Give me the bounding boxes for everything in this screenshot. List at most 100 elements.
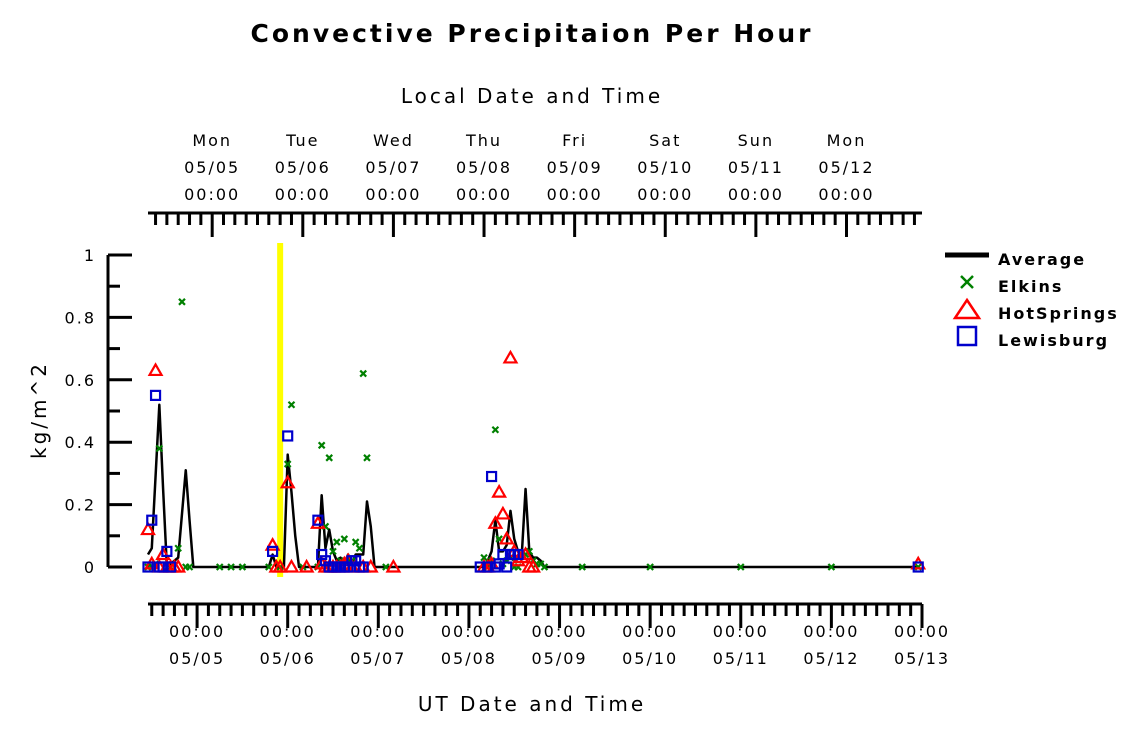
top-tick-date: 05/06 — [275, 158, 331, 177]
data-point-hotsprings — [264, 536, 281, 551]
data-point-elkins — [155, 444, 164, 453]
y-tick-label: 0.8 — [65, 308, 96, 327]
data-point-hotsprings — [498, 530, 515, 545]
data-point-elkins — [491, 425, 500, 434]
data-point-elkins — [227, 563, 235, 571]
data-point-elkins — [185, 563, 194, 571]
data-point-hotsprings — [298, 558, 315, 573]
data-point-lewisburg — [312, 514, 324, 526]
marker-stroke — [540, 563, 549, 571]
data-point-elkins — [333, 538, 341, 546]
data-point-hotsprings — [502, 349, 519, 364]
data-point-elkins — [178, 298, 186, 306]
bottom-tick-time: 00:00 — [531, 622, 587, 641]
marker-stroke — [355, 544, 364, 553]
data-point-elkins — [480, 553, 488, 562]
marker-stroke — [359, 369, 367, 378]
data-point-elkins — [827, 563, 836, 571]
data-point-hotsprings — [279, 474, 296, 489]
y-axis: 1 0.8 0.6 0.4 0.2 0 — [65, 246, 132, 577]
top-tick-date: 05/07 — [365, 158, 421, 177]
marker-stroke — [283, 460, 292, 468]
data-point-elkins — [736, 563, 745, 571]
marker-stroke — [480, 553, 488, 562]
bottom-tick-time: 00:00 — [713, 622, 769, 641]
series-layer — [140, 298, 927, 573]
legend-label-average: Average — [998, 250, 1086, 269]
top-tick-time: 00:00 — [818, 185, 874, 204]
data-point-lewisburg — [357, 561, 369, 573]
marker-stroke — [155, 444, 164, 453]
data-point-lewisburg — [142, 561, 154, 573]
series-line-average — [146, 403, 919, 569]
data-point-hotsprings — [283, 558, 300, 573]
data-point-hotsprings — [385, 558, 402, 573]
legend-item-average: Average — [945, 250, 1086, 269]
data-point-elkins — [363, 454, 371, 462]
bottom-axis: 00:00 05/05 00:00 05/06 00:00 05/07 00:00 05/08… — [148, 602, 950, 668]
legend-label-elkins: Elkins — [998, 277, 1063, 296]
marker-stroke — [287, 400, 296, 409]
data-point-elkins — [287, 400, 296, 409]
data-point-elkins — [283, 460, 292, 468]
top-tick-date: 05/08 — [456, 158, 512, 177]
series-elkins — [144, 298, 923, 571]
legend: Average Elkins HotSprings Lewisburg — [945, 250, 1119, 350]
series-lewisburg — [142, 389, 924, 573]
data-point-elkins — [540, 563, 549, 571]
data-point-hotsprings — [487, 515, 504, 529]
data-point-lewisburg — [282, 430, 294, 442]
top-tick-date: 05/10 — [637, 158, 693, 177]
data-point-lewisburg — [149, 389, 162, 401]
data-point-lewisburg — [161, 545, 173, 558]
marker-stroke — [351, 538, 360, 546]
data-point-elkins — [351, 538, 360, 546]
data-point-hotsprings — [155, 546, 171, 561]
bottom-tick-date: 05/10 — [622, 649, 678, 668]
marker-stroke — [340, 535, 349, 543]
top-axis-title: Local Date and Time — [401, 84, 663, 108]
y-tick-label: 0 — [84, 558, 96, 577]
marker-stroke — [265, 563, 273, 571]
data-point-lewisburg — [482, 561, 494, 573]
marker-stroke — [382, 563, 390, 571]
data-point-hotsprings — [140, 521, 156, 536]
marker-stroke — [827, 563, 836, 571]
legend-swatch-lewisburg — [956, 325, 978, 347]
data-point-hotsprings — [491, 483, 508, 498]
data-point-lewisburg — [474, 561, 486, 573]
data-point-hotsprings — [495, 505, 511, 520]
top-tick-date: 05/11 — [728, 158, 784, 177]
legend-item-elkins: Elkins — [960, 275, 1063, 296]
data-point-elkins — [325, 454, 334, 462]
data-point-hotsprings — [147, 362, 164, 377]
top-tick-day: Thu — [465, 131, 502, 150]
series-average — [146, 403, 919, 569]
data-point-lewisburg — [501, 561, 513, 573]
top-tick-date: 05/05 — [184, 158, 240, 177]
data-point-lewisburg — [165, 561, 177, 573]
marker-stroke — [578, 563, 586, 571]
y-tick-label: 1 — [84, 246, 96, 265]
top-axis: Mon 05/05 00:00 Tue 05/06 00:00 Wed 05/07 00:00 T… — [148, 131, 922, 237]
bottom-tick-time: 00:00 — [260, 622, 316, 641]
legend-swatch-elkins — [960, 275, 974, 289]
data-point-elkins — [340, 535, 349, 543]
marker-stroke — [174, 544, 182, 553]
data-point-elkins — [359, 369, 367, 378]
bottom-tick-date: 05/11 — [713, 649, 769, 668]
top-tick-day: Mon — [192, 131, 232, 150]
y-tick-label: 0.6 — [65, 371, 96, 390]
top-tick-time: 00:00 — [547, 185, 603, 204]
legend-label-hotsprings: HotSprings — [998, 304, 1119, 323]
marker-stroke — [495, 535, 503, 543]
bottom-tick-date: 05/09 — [531, 649, 587, 668]
bottom-tick-time: 00:00 — [350, 622, 406, 641]
data-point-lewisburg — [512, 548, 524, 561]
marker-stroke — [333, 538, 341, 546]
data-point-lewisburg — [485, 470, 498, 483]
data-point-elkins — [174, 544, 182, 553]
bottom-tick-date: 05/13 — [894, 649, 950, 668]
bottom-tick-time: 00:00 — [622, 622, 678, 641]
marker-stroke — [185, 563, 194, 571]
